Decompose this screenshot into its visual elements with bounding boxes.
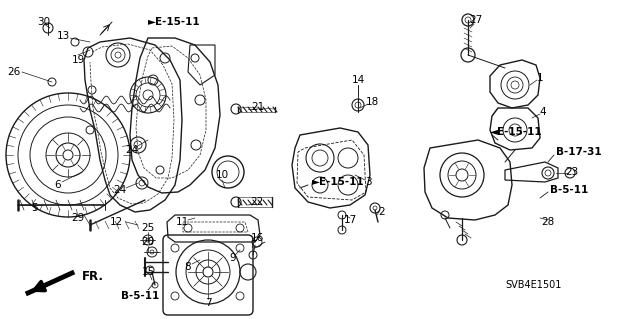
Text: 24: 24 [125,145,139,155]
Text: 1: 1 [537,73,543,83]
Text: B-5-11: B-5-11 [550,185,588,195]
Text: 18: 18 [365,97,379,107]
Text: 6: 6 [54,180,61,190]
Text: 12: 12 [109,217,123,227]
Text: ►E-15-11: ►E-15-11 [312,177,365,187]
Text: 15: 15 [141,267,155,277]
Text: 2: 2 [379,207,385,217]
Text: ►E-15-11: ►E-15-11 [148,17,200,27]
Text: 14: 14 [351,75,365,85]
Text: 5: 5 [32,203,38,213]
Text: 17: 17 [344,215,356,225]
Text: B-17-31: B-17-31 [556,147,602,157]
Text: SVB4E1501: SVB4E1501 [505,280,561,290]
Text: 3: 3 [365,177,371,187]
Text: 16: 16 [250,233,264,243]
Text: 21: 21 [252,102,264,112]
Text: 19: 19 [72,55,84,65]
Text: 13: 13 [56,31,70,41]
Text: 23: 23 [565,167,579,177]
Text: 20: 20 [141,237,155,247]
Text: ◄E-15-11: ◄E-15-11 [490,127,543,137]
Text: 8: 8 [185,262,191,272]
Text: 25: 25 [141,223,155,233]
Text: 26: 26 [8,67,20,77]
Text: 29: 29 [72,213,84,223]
Text: 30: 30 [37,17,51,27]
Text: 10: 10 [216,170,228,180]
Text: 22: 22 [250,197,264,207]
Text: 24: 24 [113,185,127,195]
Text: 7: 7 [205,298,211,308]
Text: 9: 9 [230,253,236,263]
Text: FR.: FR. [82,271,104,284]
Text: 11: 11 [175,217,189,227]
Text: B-5-11: B-5-11 [121,291,159,301]
Text: 27: 27 [469,15,483,25]
Text: 28: 28 [541,217,555,227]
Text: 4: 4 [540,107,547,117]
